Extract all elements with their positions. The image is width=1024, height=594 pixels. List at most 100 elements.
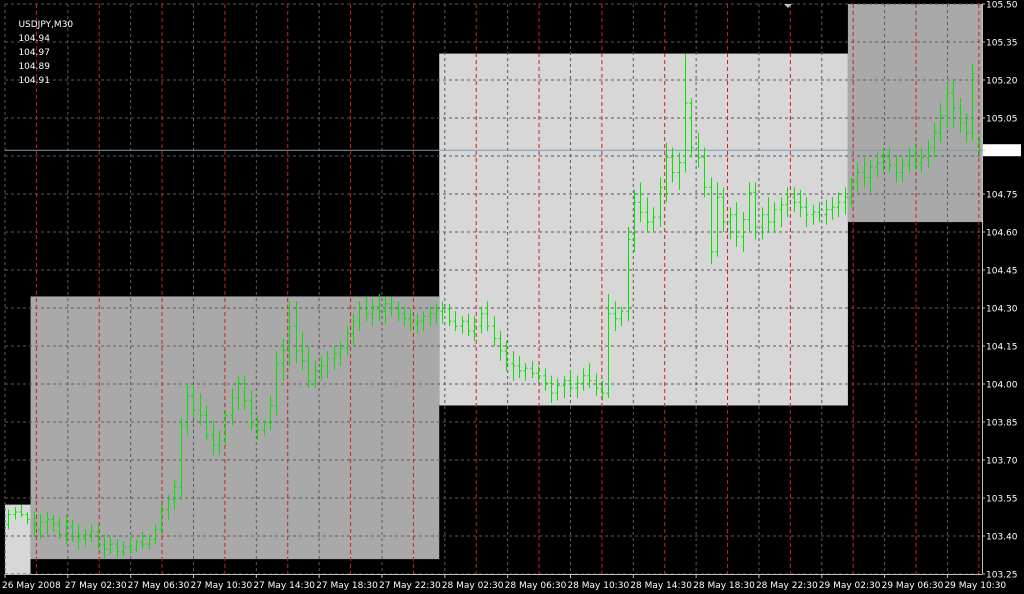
session-zone-1 [30, 296, 440, 560]
ohlc-bar-32 [211, 420, 216, 456]
ohlc-bar-13 [89, 524, 94, 542]
time-axis-label: 29 May 06:30 [882, 581, 944, 591]
price-axis-label: 103.85 [986, 419, 1018, 429]
ohlc-bar-106 [683, 53, 688, 173]
ohlc-bar-40 [262, 420, 267, 436]
shift-marker-icon [784, 4, 792, 8]
price-axis-label: 105.05 [986, 115, 1018, 125]
ohlc-bar-149 [958, 98, 963, 133]
ohlc-bar-135 [868, 160, 873, 193]
ohlc-bar-98 [632, 189, 637, 252]
ohlc-bar-124 [798, 189, 803, 218]
ohlc-bar-24 [159, 504, 164, 535]
ohlc-bar-60 [389, 296, 394, 317]
ohlc-bar-89 [575, 375, 580, 399]
price-axis-label: 105.20 [986, 77, 1018, 87]
ohlc-high: 104.97 [18, 48, 50, 58]
ohlc-bar-42 [274, 350, 279, 416]
ohlc-bar-118 [760, 207, 765, 240]
ohlc-bar-126 [811, 204, 816, 225]
ohlc-bar-1 [13, 507, 18, 520]
ohlc-bar-8 [57, 517, 62, 540]
ohlc-bar-59 [383, 296, 388, 324]
ohlc-bar-76 [492, 316, 497, 346]
time-axis-label: 29 May 10:30 [944, 581, 1006, 591]
ohlc-bar-93 [600, 380, 605, 401]
ohlc-bar-31 [204, 405, 209, 441]
ohlc-bar-68 [440, 301, 445, 324]
ohlc-bar-9 [64, 514, 69, 545]
ohlc-bar-151 [970, 63, 975, 141]
time-axis-label: 27 May 02:30 [65, 581, 127, 591]
ohlc-bar-75 [485, 301, 490, 332]
ohlc-bar-35 [230, 388, 235, 426]
ohlc-bar-71 [460, 316, 465, 334]
ohlc-bar-70 [453, 311, 458, 332]
ohlc-bar-96 [619, 306, 624, 327]
ohlc-bar-123 [792, 187, 797, 213]
time-axis-label: 26 May 2008 [2, 581, 61, 591]
ohlc-bar-150 [964, 113, 969, 143]
ohlc-bar-100 [645, 197, 650, 232]
ohlc-bar-49 [319, 355, 324, 381]
ohlc-bar-105 [677, 152, 682, 190]
ohlc-bar-56 [364, 296, 369, 322]
ohlc-bar-112 [721, 187, 726, 232]
ohlc-close: 104.91 [18, 76, 50, 86]
ohlc-bar-66 [428, 306, 433, 327]
ohlc-bar-146 [938, 103, 943, 143]
ohlc-bar-63 [408, 308, 413, 332]
ohlc-bar-37 [242, 375, 247, 411]
price-axis-label: 104.91 [986, 147, 1018, 157]
ohlc-bar-18 [121, 541, 126, 557]
ohlc-bar-132 [849, 177, 854, 208]
ohlc-bar-82 [530, 360, 535, 379]
ohlc-open: 104.94 [18, 34, 50, 44]
price-axis-label: 105.35 [986, 39, 1018, 49]
session-zone-3 [847, 4, 982, 223]
ohlc-bar-134 [862, 157, 867, 188]
ohlc-bar-0 [6, 509, 11, 530]
ohlc-bar-78 [504, 341, 509, 371]
ohlc-bar-52 [338, 341, 343, 366]
ohlc-bar-51 [332, 346, 337, 371]
time-axis-label: 28 May 22:30 [756, 581, 818, 591]
ohlc-bar-5 [38, 514, 43, 540]
ohlc-bar-97 [626, 227, 631, 322]
ohlc-bar-53 [345, 326, 350, 356]
price-axis-label: 104.15 [986, 343, 1018, 353]
ohlc-bar-41 [268, 395, 273, 431]
ohlc-bar-143 [919, 147, 924, 173]
session-zone-0 [5, 504, 31, 574]
time-axis-label: 27 May 06:30 [128, 581, 190, 591]
ohlc-bar-34 [223, 410, 228, 446]
ohlc-bar-92 [594, 373, 599, 396]
ohlc-bar-58 [377, 293, 382, 322]
ohlc-bar-64 [415, 313, 420, 334]
ohlc-bar-131 [843, 187, 848, 215]
ohlc-bar-23 [153, 524, 158, 545]
ohlc-bar-128 [824, 199, 829, 225]
ohlc-bar-87 [562, 375, 567, 399]
time-axis-label: 28 May 06:30 [505, 581, 567, 591]
ohlc-bar-4 [32, 512, 37, 537]
ohlc-bar-43 [281, 338, 286, 381]
ohlc-bar-122 [785, 187, 790, 218]
ohlc-bar-38 [249, 390, 254, 431]
ohlc-bar-125 [804, 197, 809, 228]
price-axis-label: 104.00 [986, 381, 1018, 391]
ohlc-bar-57 [370, 298, 375, 327]
ohlc-bar-116 [747, 182, 752, 232]
ohlc-bar-73 [472, 316, 477, 342]
ohlc-bar-12 [83, 529, 88, 547]
ohlc-bar-61 [396, 301, 401, 322]
price-axis-label: 103.40 [986, 533, 1018, 543]
ohlc-bar-95 [613, 301, 618, 332]
ohlc-bar-17 [115, 539, 120, 560]
ohlc-bar-20 [134, 539, 139, 552]
time-axis-label: 29 May 02:30 [819, 581, 881, 591]
ohlc-bar-94 [606, 293, 611, 399]
ohlc-bar-62 [402, 306, 407, 327]
